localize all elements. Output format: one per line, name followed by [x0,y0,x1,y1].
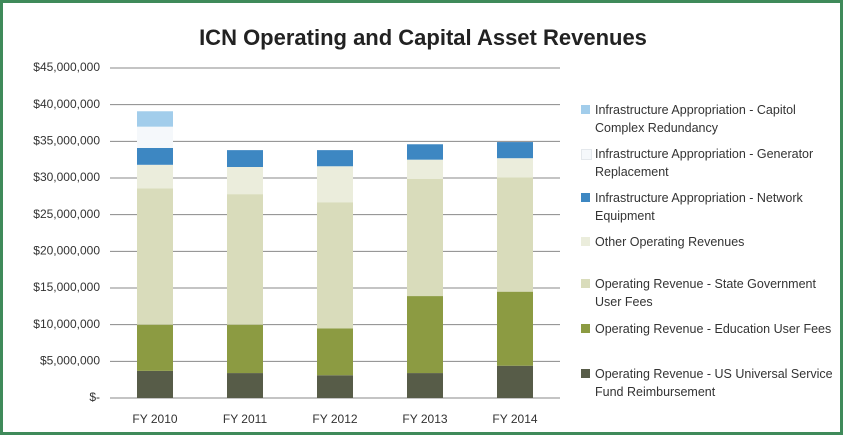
legend-item: Infrastructure Appropriation - Generator… [581,145,836,181]
bar-segment [317,328,353,376]
legend-swatch [581,149,592,160]
legend-label: Other Operating Revenues [595,235,745,249]
y-tick-label: $20,000,000 [33,244,100,258]
bar-segment [407,178,443,297]
bar-segment [317,166,353,203]
bar-segment [137,126,173,148]
legend-label: Infrastructure Appropriation - Network E… [595,191,803,223]
bar-segment [497,365,533,398]
bar-segment [227,324,263,374]
bar-segment [497,177,533,292]
x-tick-label: FY 2014 [492,412,537,426]
legend-item: Operating Revenue - State Government Use… [581,275,836,311]
bar-segment [137,188,173,325]
chart-title: ICN Operating and Capital Asset Revenues [199,25,647,50]
x-tick-label: FY 2010 [132,412,177,426]
x-tick-label: FY 2012 [312,412,357,426]
bar-segment [407,144,443,160]
bar-segment [407,296,443,374]
y-tick-label: $10,000,000 [33,317,100,331]
legend-label: Operating Revenue - Education User Fees [595,322,832,336]
bar-segment [227,194,263,325]
legend-swatch [581,369,590,378]
bar-segment [137,370,173,398]
legend-swatch [581,237,590,246]
legend-swatch [581,193,590,202]
legend-swatch [581,279,590,288]
bar-segment [317,375,353,398]
legend-swatch [581,105,590,114]
bar-segment [497,142,533,159]
legend-item: Infrastructure Appropriation - Network E… [581,189,836,225]
legend-item: Operating Revenue - Education User Fees [581,320,836,338]
y-tick-label: $35,000,000 [33,134,100,148]
bar-segment [227,150,263,167]
bar-segment [227,167,263,195]
legend-item: Other Operating Revenues [581,233,836,251]
legend-label: Infrastructure Appropriation - Capitol C… [595,103,796,135]
legend-item: Operating Revenue - US Universal Service… [581,365,836,401]
bar-segment [137,147,173,165]
legend-swatch [581,324,590,333]
y-tick-label: $15,000,000 [33,280,100,294]
legend-label: Operating Revenue - US Universal Service… [595,367,833,399]
bar-segment [137,111,173,127]
chart: ICN Operating and Capital Asset Revenues… [33,25,647,426]
y-tick-label: $- [89,390,100,404]
y-tick-label: $40,000,000 [33,97,100,111]
legend-label: Infrastructure Appropriation - Generator… [595,147,814,179]
y-tick-label: $5,000,000 [40,354,100,368]
bar-segment [317,150,353,167]
bar-segment [137,324,173,371]
y-tick-label: $30,000,000 [33,170,100,184]
bar-segment [407,159,443,179]
bar-segment [497,158,533,178]
x-tick-label: FY 2011 [223,412,268,426]
legend-label: Operating Revenue - State Government Use… [595,277,816,309]
legend-item: Infrastructure Appropriation - Capitol C… [581,101,836,137]
bar-segment [317,202,353,329]
bar-segment [407,373,443,398]
bar-segment [137,164,173,189]
bar-segment [227,373,263,398]
x-tick-label: FY 2013 [402,412,447,426]
y-tick-label: $45,000,000 [33,60,100,74]
bar-segment [497,291,533,366]
y-tick-label: $25,000,000 [33,207,100,221]
